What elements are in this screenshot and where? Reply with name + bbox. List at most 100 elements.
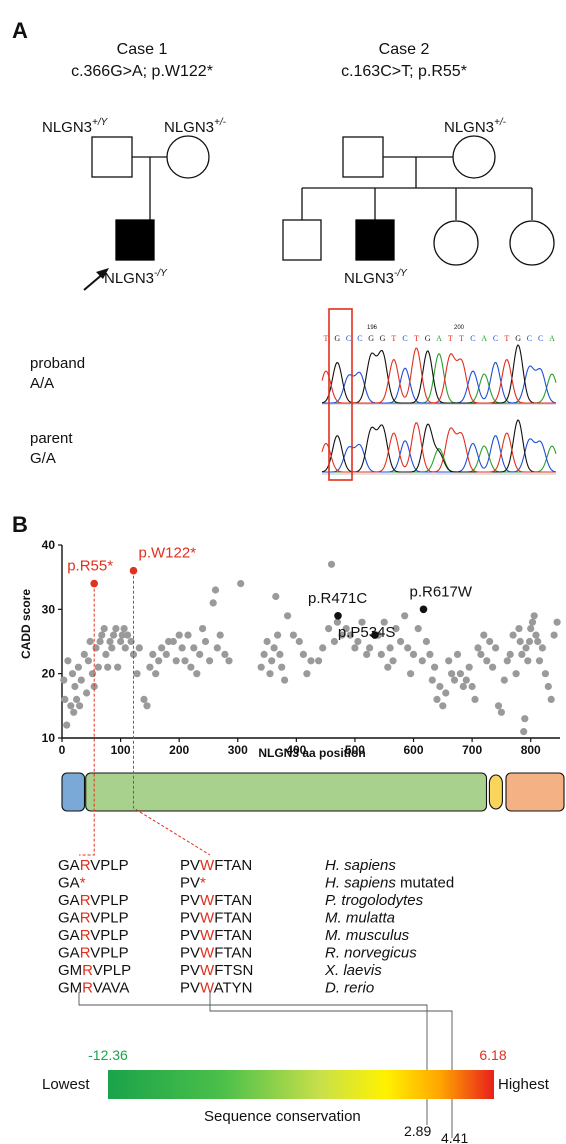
scatter-point <box>83 689 91 697</box>
scatter-point <box>418 657 426 665</box>
x-tick-label: 0 <box>59 743 66 757</box>
domain-cytoplasmic <box>505 772 565 812</box>
scatter-point <box>272 592 280 601</box>
connector-r55 <box>79 583 95 856</box>
trace-T <box>321 347 556 404</box>
scatter-point <box>363 650 371 659</box>
scatter-point <box>299 650 307 659</box>
scatter-point <box>196 650 204 659</box>
chromatogram-trace-proband <box>321 344 557 404</box>
scatter-point <box>152 670 160 678</box>
scatter-point <box>303 670 311 678</box>
scatter-point <box>181 657 189 665</box>
base-call-10: A <box>436 334 442 343</box>
variant-connectors <box>79 570 211 856</box>
x-tick-label: 400 <box>286 743 306 757</box>
scatter-point <box>201 637 210 646</box>
base-call-7: C <box>402 334 407 343</box>
base-call-2: C <box>346 334 351 343</box>
scatter-point <box>512 670 520 678</box>
alignment-seq1: GARVPLP <box>58 892 129 909</box>
highlighted-label: p.W122* <box>139 545 197 562</box>
y-tick-label: 10 <box>42 731 56 745</box>
scatter-point <box>120 625 128 633</box>
scatter-point <box>532 631 540 639</box>
highlighted-point <box>334 612 342 620</box>
base-call-18: C <box>527 334 532 343</box>
nlgn3-domain-bar <box>61 772 565 812</box>
scatter-point <box>325 625 333 633</box>
scatter-point <box>295 637 303 646</box>
scatter-point <box>216 631 224 639</box>
trace-C <box>322 362 557 404</box>
scatter-point <box>453 650 462 659</box>
scatter-point <box>129 650 138 659</box>
base-call-6: T <box>391 334 396 343</box>
scatter-point <box>124 631 132 639</box>
scatter-point <box>209 599 217 607</box>
alignment-seq1: GMRVPLP <box>58 962 131 979</box>
scatter-point <box>94 663 102 671</box>
scatter-points <box>60 560 561 736</box>
scatter-point <box>114 663 122 671</box>
x-tick-label: 800 <box>521 743 541 757</box>
alignment-species: P. trogolodytes <box>325 892 424 909</box>
scatter-point <box>102 650 110 659</box>
base-call-13: C <box>470 334 475 343</box>
scatter-point <box>516 637 524 646</box>
scatter-point <box>401 612 409 620</box>
conservation-marker-289: 2.89 <box>404 1123 431 1139</box>
scatter-point <box>389 657 397 665</box>
scatter-point <box>92 644 100 652</box>
case2-sister1-circle <box>433 220 479 266</box>
scatter-point <box>486 637 494 646</box>
scatter-point <box>471 695 479 704</box>
scatter-point <box>76 702 84 710</box>
scatter-point <box>108 644 116 652</box>
chromatogram-pos-200: 200 <box>454 325 465 331</box>
alignment-seq1: GARVPLP <box>58 945 129 962</box>
scatter-point <box>358 618 366 626</box>
base-call-20: A <box>549 334 555 343</box>
scatter-point <box>96 637 104 646</box>
scatter-point <box>118 631 126 639</box>
scatter-point <box>70 708 78 716</box>
x-tick-label: 700 <box>462 743 482 757</box>
scatter-point <box>492 644 500 652</box>
scatter-point <box>442 689 450 697</box>
conservation-gradient-bar <box>108 1070 494 1099</box>
base-call-15: C <box>493 334 498 343</box>
scatter-point <box>409 650 418 659</box>
scatter-point <box>187 663 195 671</box>
chromatogram-row2-line1: parent <box>30 430 73 447</box>
scatter-point <box>428 676 436 684</box>
case2-mother-circle <box>452 135 496 179</box>
scatter-point <box>550 631 558 639</box>
scatter-point <box>333 618 341 626</box>
case2-mother-label: NLGN3+/- <box>444 117 507 136</box>
case1-mother-circle <box>166 135 210 179</box>
scatter-point <box>509 631 517 639</box>
case1-proband-label: NLGN3-/Y <box>104 268 168 287</box>
scatter-point <box>439 702 447 710</box>
domain-esterase <box>85 772 488 812</box>
chromatogram-row1-line2: A/A <box>30 375 54 392</box>
scatter-point <box>483 657 491 665</box>
scatter-point <box>281 676 289 684</box>
chromatogram-trace-parent <box>321 419 557 473</box>
alignment-species: M. musculus <box>325 927 410 944</box>
scatter-point <box>190 644 198 652</box>
scatter-point <box>133 670 141 678</box>
panel-a-label: A <box>12 18 28 43</box>
scatter-point <box>60 676 68 684</box>
scatter-point <box>459 682 467 691</box>
case1-title: Case 1 <box>117 41 168 58</box>
scatter-point <box>100 625 108 633</box>
highlighted-label: p.R55* <box>67 558 113 575</box>
conservation-lowest-label: Lowest <box>42 1076 90 1093</box>
x-tick-label: 100 <box>111 743 131 757</box>
scatter-point <box>74 663 82 671</box>
base-call-8: T <box>414 334 419 343</box>
